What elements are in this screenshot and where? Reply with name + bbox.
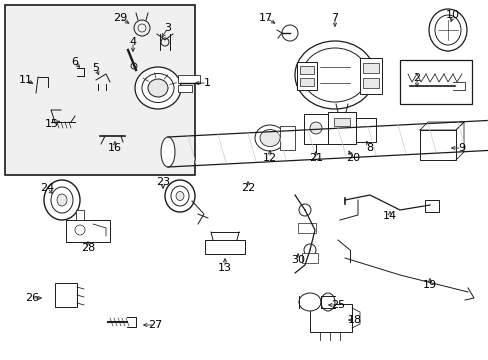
Ellipse shape bbox=[142, 73, 174, 103]
Bar bbox=[351, 118, 375, 142]
Bar bbox=[424, 200, 438, 212]
Bar bbox=[280, 126, 294, 150]
Text: 18: 18 bbox=[347, 315, 361, 325]
Bar bbox=[66, 220, 110, 242]
Ellipse shape bbox=[428, 9, 466, 51]
Ellipse shape bbox=[302, 48, 367, 102]
Text: 3: 3 bbox=[164, 23, 171, 33]
Text: 13: 13 bbox=[218, 263, 231, 273]
Text: 5: 5 bbox=[92, 63, 99, 73]
Text: 21: 21 bbox=[308, 153, 323, 163]
Circle shape bbox=[304, 244, 315, 256]
Ellipse shape bbox=[164, 180, 195, 212]
Bar bbox=[362, 63, 378, 73]
Text: 17: 17 bbox=[259, 13, 272, 23]
Bar bbox=[362, 78, 378, 88]
Text: 10: 10 bbox=[445, 10, 459, 20]
Ellipse shape bbox=[320, 293, 334, 311]
Text: 24: 24 bbox=[40, 183, 54, 193]
Text: 8: 8 bbox=[366, 143, 373, 153]
Text: 15: 15 bbox=[45, 119, 59, 129]
Bar bbox=[55, 283, 77, 307]
Text: 26: 26 bbox=[25, 293, 39, 303]
Text: 1: 1 bbox=[203, 78, 210, 88]
Bar bbox=[419, 130, 455, 160]
Ellipse shape bbox=[161, 137, 175, 167]
Ellipse shape bbox=[148, 79, 168, 97]
Bar bbox=[5, 5, 195, 175]
Bar bbox=[359, 58, 381, 94]
Bar bbox=[299, 66, 313, 74]
Ellipse shape bbox=[294, 41, 374, 109]
Bar bbox=[178, 85, 192, 92]
Bar bbox=[204, 240, 244, 254]
Circle shape bbox=[309, 122, 321, 134]
Ellipse shape bbox=[57, 194, 67, 206]
Bar bbox=[309, 304, 351, 332]
Text: 22: 22 bbox=[241, 183, 255, 193]
Text: 16: 16 bbox=[108, 143, 122, 153]
Ellipse shape bbox=[176, 192, 183, 201]
Text: 23: 23 bbox=[156, 177, 170, 187]
Ellipse shape bbox=[44, 180, 80, 220]
Ellipse shape bbox=[135, 67, 181, 109]
Text: 14: 14 bbox=[382, 211, 396, 221]
Bar bbox=[399, 60, 471, 104]
Circle shape bbox=[298, 204, 310, 216]
Bar bbox=[299, 78, 313, 86]
Ellipse shape bbox=[298, 293, 320, 311]
Text: 9: 9 bbox=[458, 143, 465, 153]
Text: 4: 4 bbox=[129, 37, 136, 47]
Bar bbox=[304, 114, 327, 144]
Text: 11: 11 bbox=[19, 75, 33, 85]
Text: 7: 7 bbox=[331, 13, 338, 23]
Text: 29: 29 bbox=[113, 13, 127, 23]
Ellipse shape bbox=[260, 130, 280, 147]
Text: 27: 27 bbox=[147, 320, 162, 330]
Text: 12: 12 bbox=[263, 153, 277, 163]
Bar bbox=[327, 112, 355, 144]
Text: 25: 25 bbox=[330, 300, 345, 310]
Bar bbox=[302, 253, 317, 263]
Bar bbox=[296, 62, 316, 90]
Ellipse shape bbox=[254, 125, 285, 151]
Text: 6: 6 bbox=[71, 57, 79, 67]
Ellipse shape bbox=[51, 187, 73, 213]
Bar bbox=[178, 75, 200, 83]
Text: 20: 20 bbox=[345, 153, 359, 163]
Text: 30: 30 bbox=[290, 255, 305, 265]
Bar bbox=[76, 210, 84, 220]
Bar bbox=[297, 223, 315, 233]
Ellipse shape bbox=[171, 186, 189, 206]
Bar bbox=[333, 118, 349, 126]
Text: 19: 19 bbox=[422, 280, 436, 290]
Text: 2: 2 bbox=[412, 73, 420, 83]
Text: 28: 28 bbox=[81, 243, 95, 253]
